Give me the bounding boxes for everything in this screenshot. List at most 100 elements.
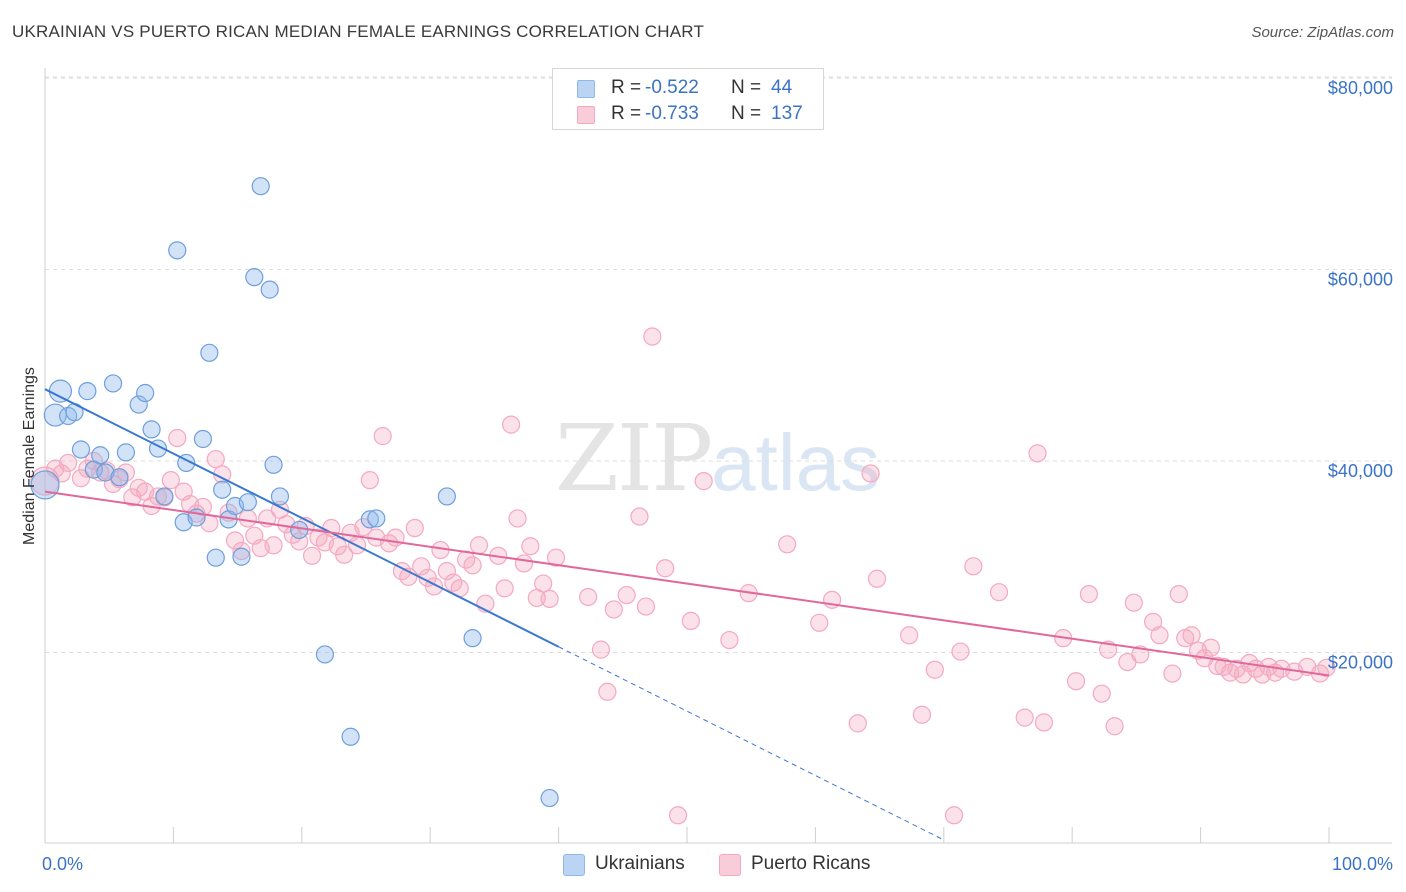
ukrainians-point — [136, 383, 155, 403]
puerto-ricans-point — [540, 589, 559, 608]
puerto-ricans-point — [335, 545, 354, 564]
y-tick-label: $20,000 — [1328, 653, 1393, 673]
puerto-ricans-point — [501, 415, 521, 434]
r-value: -0.522 — [645, 77, 699, 98]
puerto-ricans-point — [1028, 444, 1047, 463]
puerto-ricans-point — [720, 630, 739, 650]
puerto-ricans-point — [778, 535, 797, 554]
puerto-ricans-point — [469, 536, 489, 555]
y-tick-label: $80,000 — [1328, 78, 1393, 98]
n-value: 137 — [771, 103, 803, 124]
stats-legend: R = -0.522 N = 44 R = -0.733 N = 137 — [552, 68, 824, 130]
puerto-ricans-point — [412, 557, 431, 576]
ukrainians-point — [193, 429, 213, 449]
r-value: -0.733 — [645, 103, 699, 124]
puerto-ricans-point — [964, 557, 983, 576]
ukrainians-point — [245, 268, 264, 287]
puerto-ricans-point — [1034, 713, 1054, 732]
puerto-ricans-points — [30, 327, 1336, 825]
ukrainians-point — [91, 446, 110, 465]
puerto-ricans-point — [264, 536, 283, 555]
ukrainians-point — [48, 379, 73, 403]
ukrainians-legend-label: Ukrainians — [595, 853, 685, 874]
gridlines — [45, 76, 1392, 653]
ukrainians-point — [142, 420, 161, 439]
ukrainians-point — [251, 177, 270, 196]
puerto-ricans-point — [206, 449, 225, 469]
ukrainians-point — [71, 440, 91, 459]
puerto-ricans-point — [867, 569, 887, 588]
ukrainians-point — [110, 468, 129, 487]
ukrainians-point — [367, 509, 386, 528]
ukrainians-swatch — [577, 80, 595, 98]
puerto-ricans-point — [238, 509, 257, 528]
puerto-ricans-point — [643, 327, 662, 346]
puerto-ricans-point — [694, 472, 713, 491]
puerto-ricans-point — [579, 587, 598, 607]
puerto-ricans-point — [656, 559, 675, 578]
puerto-ricans-point — [534, 574, 553, 593]
y-tick-label: $60,000 — [1328, 270, 1393, 290]
puerto-ricans-point — [900, 626, 919, 645]
ukrainians-point — [290, 520, 309, 540]
ukrainians-point — [129, 395, 148, 414]
puerto-ricans-point — [514, 554, 534, 573]
puerto-ricans-point — [71, 469, 91, 488]
watermark-atlas: atlas — [711, 418, 881, 507]
x-tick-label: 0.0% — [42, 854, 83, 874]
source-note: Source: ZipAtlas.com — [1251, 24, 1394, 41]
puerto-ricans-point — [161, 471, 180, 490]
chart-title: UKRAINIAN VS PUERTO RICAN MEDIAN FEMALE … — [12, 22, 705, 41]
n-value: 44 — [771, 77, 793, 98]
puerto-ricans-point — [1124, 593, 1143, 612]
puerto-ricans-point — [302, 546, 322, 565]
ukrainians-point — [270, 487, 290, 506]
ukrainians-point — [315, 645, 335, 664]
r-label: R = — [611, 77, 642, 98]
puerto-ricans-point — [546, 548, 566, 567]
puerto-ricans-point — [521, 537, 540, 556]
puerto-ricans-point — [1201, 638, 1220, 657]
ukrainians-point — [116, 443, 135, 462]
ukrainians-point — [260, 280, 279, 299]
puerto-ricans-point — [951, 642, 970, 661]
puerto-ricans-point — [495, 579, 514, 598]
puerto-ricans-point — [405, 518, 424, 538]
puerto-ricans-point — [437, 562, 456, 581]
puerto-ricans-point — [1169, 584, 1188, 604]
ukrainians-point — [232, 547, 251, 566]
puerto-ricans-point — [1182, 626, 1201, 645]
r-label: R = — [611, 103, 642, 124]
watermark-zip: ZIP — [555, 405, 713, 512]
puerto-ricans-point — [1163, 664, 1182, 683]
legend-row-ukrainians: R = -0.522 N = 44 — [553, 75, 823, 101]
puerto-ricans-point — [148, 487, 168, 506]
puerto-ricans-point — [225, 531, 245, 550]
puerto-ricans-point — [944, 806, 964, 825]
puerto-ricans-point — [463, 556, 482, 575]
ukrainians-legend-swatch — [563, 854, 585, 876]
puerto-ricans-point — [1079, 584, 1098, 604]
puerto-ricans-point — [168, 428, 187, 448]
ukrainians-point — [78, 382, 97, 401]
puerto-ricans-point — [1066, 672, 1086, 691]
puerto-ricans-point — [912, 705, 932, 724]
ukrainians-point — [540, 788, 559, 808]
ukrainians-trend-extension — [558, 646, 945, 841]
ukrainians-point — [200, 343, 219, 362]
ukrainians-point — [155, 487, 174, 506]
puerto-ricans-point — [861, 464, 880, 483]
puerto-ricans-point — [59, 453, 78, 473]
puerto-ricans-point — [193, 497, 213, 517]
puerto-ricans-point — [1150, 626, 1169, 645]
axis-labels: $20,000 $40,000 $60,000 $80,000 0.0% 100.0% Me… — [21, 78, 1393, 874]
puerto-ricans-point — [668, 806, 688, 825]
watermark: ZIPatlas — [555, 405, 880, 512]
ukrainians-point — [360, 510, 379, 529]
ukrainians-point — [96, 463, 115, 482]
puerto-ricans-legend-swatch — [719, 854, 741, 876]
puerto-ricans-point — [630, 507, 649, 526]
ukrainians-point — [103, 374, 123, 393]
puerto-ricans-point — [508, 509, 527, 528]
